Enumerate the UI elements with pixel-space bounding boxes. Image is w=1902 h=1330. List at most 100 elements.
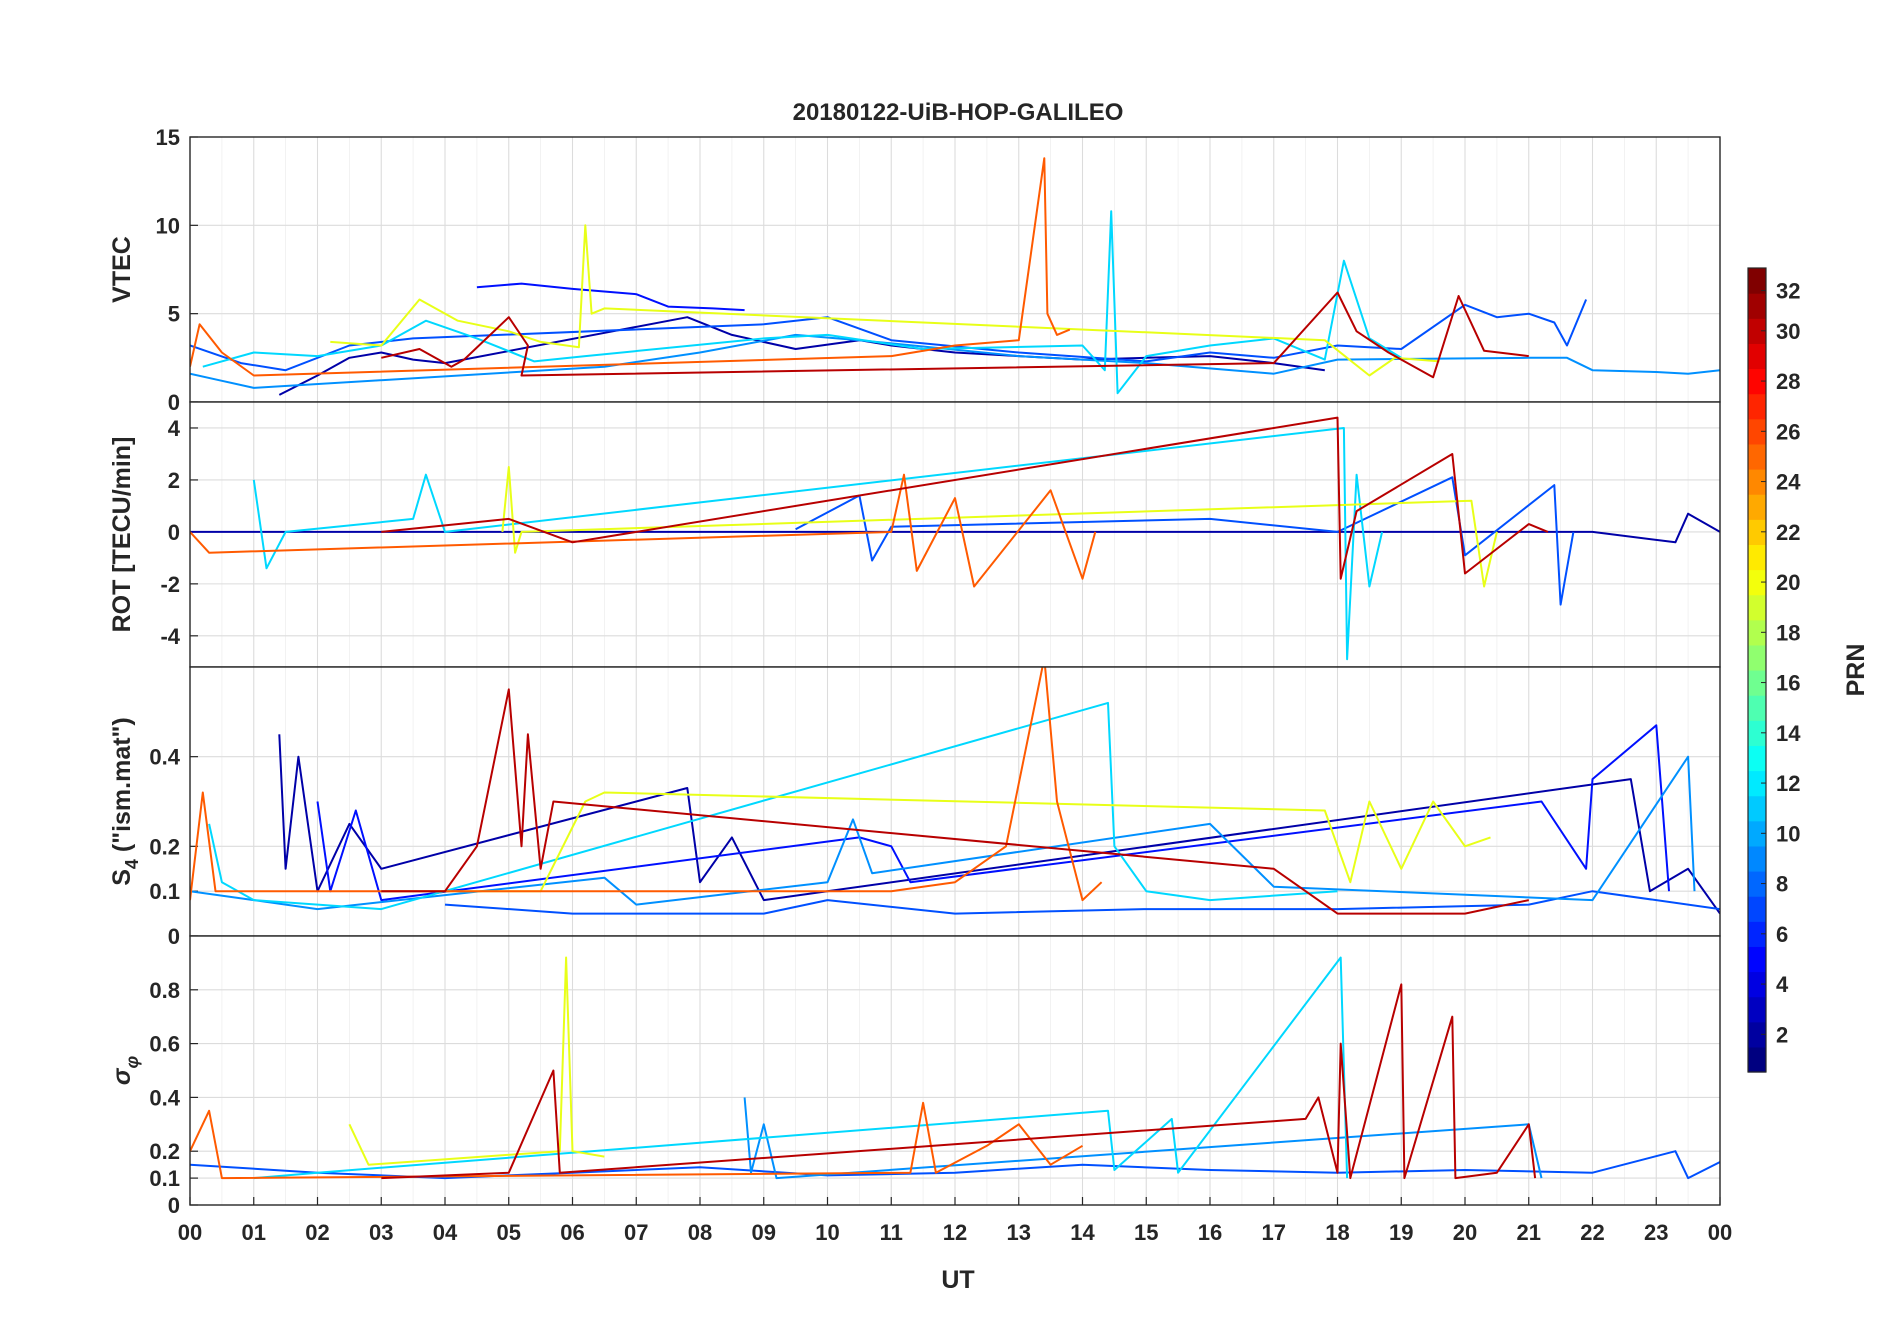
y-tick-label: 0.1 [149, 879, 180, 904]
y-tick-label: 0 [168, 1193, 180, 1218]
series-line-prn-2 [278, 734, 1720, 915]
panel-3: 0 0.1 0.2 0.4 S4 ("ism.mat") [108, 666, 1721, 949]
x-axis-label: UT [941, 1266, 974, 1294]
colorbar-segment [1748, 469, 1766, 495]
x-tick-label: 19 [1389, 1220, 1413, 1245]
x-tick-label: 05 [497, 1220, 521, 1245]
panel-1: 0 5 10 15 VTEC [108, 125, 1721, 415]
colorbar-frame [1747, 267, 1767, 1073]
colorbar-segment [1748, 921, 1766, 947]
x-tick-label: 17 [1262, 1220, 1286, 1245]
x-tick-label: 10 [815, 1220, 839, 1245]
colorbar-tick-label: 18 [1776, 620, 1800, 645]
series-group [190, 956, 1720, 1180]
panel-4: 00.10.2 0.4 0.6 0.8 σφ [108, 935, 1721, 1218]
y-tick-label: 5 [168, 302, 180, 327]
colorbar-segment [1748, 745, 1766, 772]
y-axis-label: S4 ("ism.mat") [108, 717, 142, 886]
series-line-prn-2 [278, 316, 1325, 396]
colorbar-segment [1748, 519, 1766, 545]
y-tick-label: 0.8 [149, 978, 180, 1003]
series-line-prn-20 [348, 956, 605, 1166]
x-tick-label: 21 [1517, 1220, 1541, 1245]
colorbar-tick-label: 20 [1776, 570, 1800, 595]
x-tick-label: 14 [1070, 1220, 1095, 1245]
series-line-prn-6 [795, 476, 1575, 606]
colorbar-segment [1748, 845, 1766, 872]
colorbar-segment [1748, 946, 1766, 973]
y-tick-label: 2 [168, 468, 180, 493]
y-tick-label: 0 [168, 924, 180, 949]
colorbar-tick-label: 4 [1776, 972, 1789, 997]
colorbar-segment [1748, 770, 1766, 797]
colorbar-tick-label: 32 [1776, 279, 1800, 304]
series-line-prn-20 [501, 466, 1498, 588]
colorbar-segment [1748, 1046, 1766, 1073]
colorbar-segment [1748, 871, 1766, 897]
x-tick-label: 15 [1134, 1220, 1158, 1245]
y-tick-label: 0 [168, 390, 180, 415]
colorbar-segment [1748, 971, 1766, 998]
x-tick-label: 13 [1007, 1220, 1031, 1245]
x-tick-label: 22 [1580, 1220, 1604, 1245]
x-tick-label: 03 [369, 1220, 393, 1245]
series-line-prn-25 [190, 1101, 1084, 1180]
colorbar-tick-label: 2 [1776, 1022, 1788, 1047]
colorbar-tick-label: 30 [1776, 319, 1800, 344]
colorbar-segment [1748, 820, 1766, 847]
colorbar-segment [1748, 594, 1766, 621]
colorbar-segment [1748, 393, 1766, 420]
colorbar-segment [1748, 695, 1766, 721]
colorbar-segment [1748, 318, 1766, 344]
series-line-prn-4 [316, 724, 1670, 902]
x-tick-label: 16 [1198, 1220, 1222, 1245]
series-line-prn-4 [476, 282, 745, 312]
series-line-prn-11 [202, 210, 1402, 395]
y-tick-label: 0.2 [149, 1139, 180, 1164]
colorbar-segment [1748, 494, 1766, 520]
x-tick-label: 08 [688, 1220, 712, 1245]
y-tick-label: 15 [156, 125, 180, 150]
colorbar-segment [1748, 343, 1766, 370]
y-tick-label: 0.2 [149, 834, 180, 859]
colorbar-segment [1748, 293, 1766, 319]
colorbar-segment [1748, 896, 1766, 922]
y-tick-label: -2 [160, 572, 180, 597]
x-axis-ticks: 00 01 02 03 04 05 06 07 08 09 10 11 12 13 14 15 16 17 18 19… [178, 1197, 1732, 1245]
series-line-prn-30 [381, 688, 1530, 915]
series-line-prn-30 [381, 983, 1537, 1180]
series-line-prn-8 [190, 333, 1720, 389]
series-group [190, 667, 1720, 915]
colorbar-tick-label: 10 [1776, 821, 1800, 846]
x-tick-label: 04 [433, 1220, 458, 1245]
y-axis-label: VTEC [108, 236, 136, 303]
colorbar-tick-label: 12 [1776, 771, 1800, 796]
y-tick-label: -4 [160, 624, 180, 649]
series-line-prn-11 [253, 956, 1349, 1180]
y-axis-label: σφ [108, 1056, 142, 1086]
colorbar-tick-label: 24 [1776, 470, 1801, 495]
series-line-prn-2 [190, 512, 1720, 544]
series-line-prn-25 [190, 667, 1103, 902]
series-line-prn-30 [381, 291, 1529, 379]
colorbar-tick-label: 14 [1776, 721, 1801, 746]
panel-2: -4 -2 0 2 4 ROT [TECU/min] [108, 401, 1721, 668]
x-tick-label: 06 [560, 1220, 584, 1245]
series-line-prn-25 [190, 157, 1071, 377]
colorbar-segment [1748, 670, 1766, 696]
chart-title: 20180122-UiB-HOP-GALILEO [793, 99, 1124, 126]
x-tick-label: 12 [943, 1220, 967, 1245]
x-tick-label: 11 [880, 1220, 903, 1245]
y-tick-label: 0 [168, 520, 180, 545]
y-tick-label: 10 [156, 213, 180, 238]
colorbar-segment [1748, 418, 1766, 445]
series-line-prn-30 [381, 416, 1549, 580]
colorbar-segment [1748, 795, 1766, 822]
series-group [190, 157, 1720, 396]
y-tick-label: 0.1 [149, 1166, 180, 1191]
x-tick-label: 02 [305, 1220, 329, 1245]
colorbar-segment [1748, 268, 1766, 294]
y-tick-label: 0.6 [149, 1032, 180, 1057]
series-line-prn-8 [190, 755, 1696, 911]
